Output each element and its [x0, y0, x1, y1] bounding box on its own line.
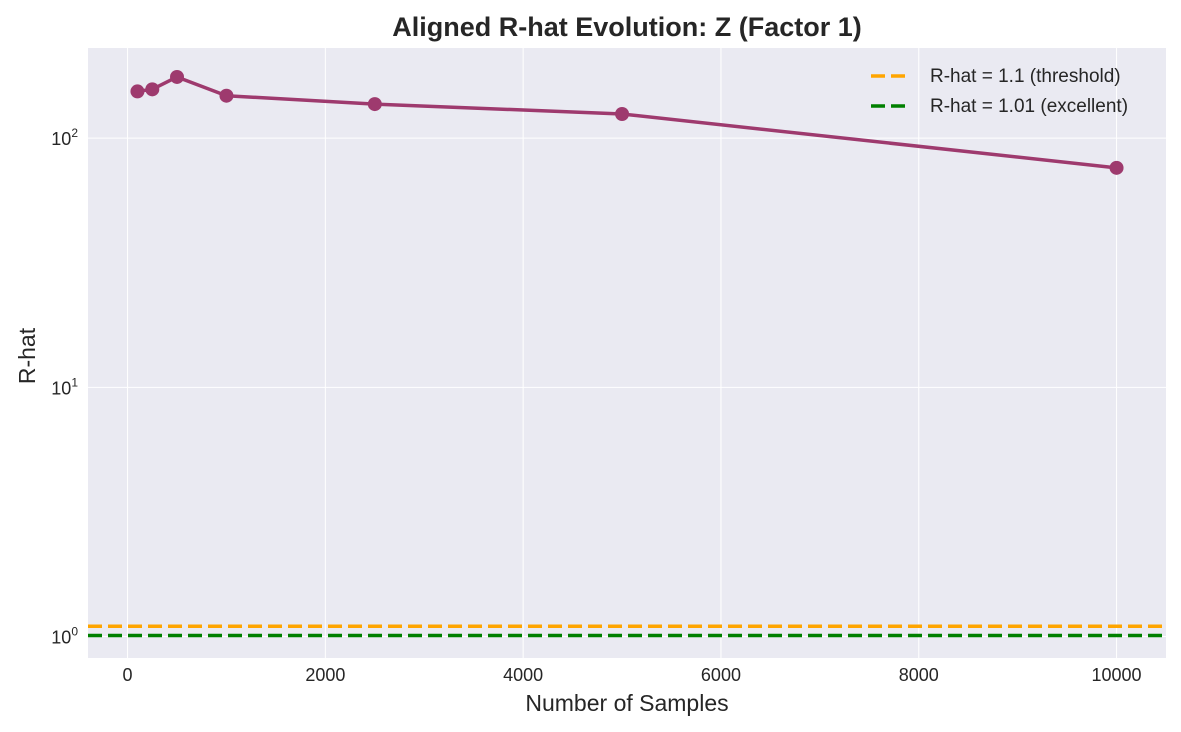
y-tick-exponent: 1 — [71, 375, 78, 389]
data-point — [367, 97, 382, 112]
data-point — [219, 88, 234, 103]
x-tick-label: 8000 — [899, 665, 939, 685]
x-tick-label: 4000 — [503, 665, 543, 685]
x-tick-label: 10000 — [1092, 665, 1142, 685]
grid-layer — [88, 48, 1166, 658]
y-tick-base: 10 — [51, 129, 71, 149]
y-tick-exponent: 2 — [71, 126, 78, 140]
y-tick-base: 10 — [51, 378, 71, 398]
data-point — [145, 82, 160, 97]
legend-label: R-hat = 1.1 (threshold) — [930, 66, 1121, 87]
y-tick-label: 100 — [51, 625, 78, 648]
y-tick-label: 101 — [51, 375, 78, 398]
data-point — [1109, 160, 1124, 175]
chart-title: Aligned R-hat Evolution: Z (Factor 1) — [392, 12, 861, 42]
x-tick-label: 6000 — [701, 665, 741, 685]
plot-background — [88, 48, 1166, 658]
data-point — [170, 69, 185, 84]
x-tick-label: 2000 — [305, 665, 345, 685]
x-tick-label: 0 — [123, 665, 133, 685]
x-axis-label: Number of Samples — [525, 690, 728, 716]
legend: R-hat = 1.1 (threshold) R-hat = 1.01 (exc… — [871, 66, 1128, 117]
legend-label: R-hat = 1.01 (excellent) — [930, 96, 1128, 117]
y-axis-label: R-hat — [14, 327, 40, 384]
data-point — [615, 106, 630, 121]
series-layer — [130, 69, 1124, 175]
y-tick-base: 10 — [51, 628, 71, 648]
y-tick-label: 102 — [51, 126, 78, 149]
y-tick-exponent: 0 — [71, 625, 78, 639]
data-point — [130, 84, 145, 99]
